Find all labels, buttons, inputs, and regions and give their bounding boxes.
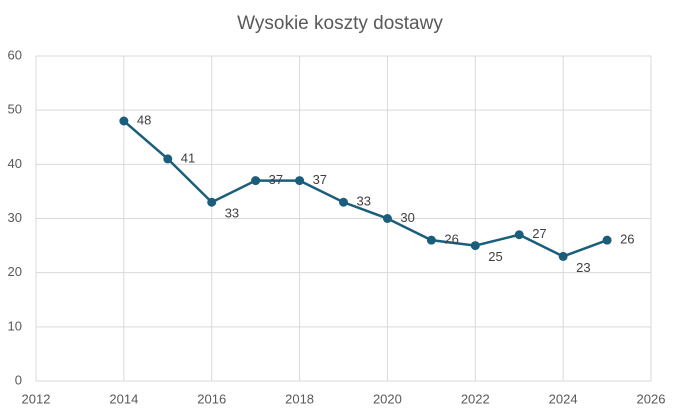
- data-label: 30: [400, 210, 414, 225]
- data-label: 26: [444, 232, 458, 247]
- y-tick-label: 20: [8, 264, 22, 279]
- y-tick-label: 0: [15, 372, 22, 387]
- data-label: 26: [620, 232, 634, 247]
- data-label: 48: [137, 112, 151, 127]
- data-point: [207, 197, 217, 207]
- data-point: [251, 176, 261, 186]
- y-tick-label: 10: [8, 318, 22, 333]
- data-label: 25: [488, 249, 502, 264]
- data-point: [426, 235, 436, 245]
- data-label: 23: [576, 260, 590, 275]
- y-tick-label: 60: [8, 47, 22, 62]
- data-label: 37: [313, 172, 327, 187]
- y-tick-label: 40: [8, 156, 22, 171]
- data-label: 33: [357, 194, 371, 209]
- x-tick-label: 2012: [22, 391, 51, 406]
- data-point: [602, 235, 612, 245]
- data-point: [163, 154, 173, 164]
- data-label: 37: [269, 172, 283, 187]
- data-point: [339, 197, 348, 207]
- x-tick-label: 2022: [461, 391, 490, 406]
- x-tick-label: 2018: [285, 391, 314, 406]
- data-label: 27: [532, 226, 546, 241]
- x-tick-label: 2020: [373, 391, 402, 406]
- data-point: [295, 176, 305, 186]
- y-tick-label: 30: [8, 210, 22, 225]
- chart-title: Wysokie koszty dostawy: [237, 13, 443, 34]
- x-tick-label: 2016: [197, 391, 226, 406]
- data-label: 41: [181, 150, 195, 165]
- data-point: [382, 214, 392, 223]
- data-label: 33: [225, 206, 239, 221]
- data-point: [558, 251, 568, 261]
- data-point: [119, 116, 129, 126]
- data-point: [470, 241, 480, 251]
- x-tick-label: 2014: [109, 391, 138, 406]
- x-tick-label: 2026: [637, 391, 666, 406]
- line: [123, 120, 608, 258]
- y-tick-label: 50: [8, 102, 22, 117]
- data-point: [514, 230, 524, 240]
- x-tick-label: 2024: [549, 391, 578, 406]
